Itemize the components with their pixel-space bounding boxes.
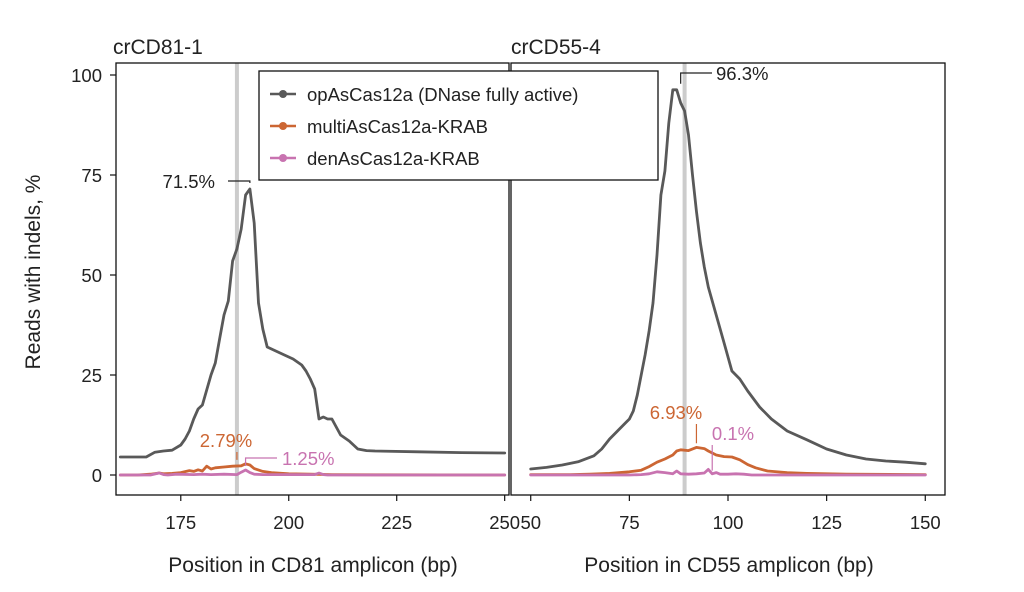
x-axis-label-right: Position in CD55 amplicon (bp) bbox=[584, 554, 873, 577]
x-tick-label: 175 bbox=[165, 512, 196, 533]
annotation-leader bbox=[680, 72, 712, 84]
annotation-label: 96.3% bbox=[716, 63, 768, 84]
annotation-label: 2.79% bbox=[200, 430, 252, 451]
y-tick-label: 25 bbox=[81, 365, 102, 386]
y-axis-label: Reads with indels, % bbox=[22, 175, 45, 370]
legend-marker-den bbox=[279, 154, 287, 162]
x-tick-label: 200 bbox=[273, 512, 304, 533]
legend-label-op: opAsCas12a (DNase fully active) bbox=[307, 84, 578, 105]
legend: opAsCas12a (DNase fully active) multiAsC… bbox=[258, 70, 659, 181]
series-lines bbox=[118, 88, 927, 477]
annotation-leader bbox=[244, 457, 277, 466]
plot-frame-left bbox=[115, 62, 510, 496]
y-tick-label: 0 bbox=[92, 465, 102, 486]
x-tick-label: 225 bbox=[381, 512, 412, 533]
x-tick-label: 100 bbox=[713, 512, 744, 533]
series-line-den bbox=[118, 468, 507, 477]
series-line-multi bbox=[529, 445, 927, 477]
annotation-label: 0.1% bbox=[712, 423, 754, 444]
y-tick-label: 100 bbox=[71, 65, 102, 86]
annotation-label: 1.25% bbox=[282, 448, 334, 469]
x-tick-label: 250 bbox=[489, 512, 520, 533]
series-line-den bbox=[529, 467, 927, 477]
panel-title-right: crCD55-4 bbox=[511, 36, 601, 59]
legend-box bbox=[258, 70, 659, 181]
panel-title-left: crCD81-1 bbox=[113, 36, 203, 59]
legend-marker-multi bbox=[279, 122, 287, 130]
annotations: 71.5% 2.79% 1.25% 96.3% 6.93% 0.1% bbox=[163, 63, 768, 471]
legend-label-den: denAsCas12a-KRAB bbox=[307, 148, 480, 169]
y-tick-label: 50 bbox=[81, 265, 102, 286]
series-line-op bbox=[529, 88, 927, 471]
x-tick-label: 50 bbox=[520, 512, 541, 533]
x-tick-label: 150 bbox=[910, 512, 941, 533]
axis-ticks: 175 200 225 250 0 25 50 75 100 50 75 100 125 150 bbox=[71, 65, 941, 533]
annotation-label: 6.93% bbox=[650, 402, 702, 423]
series-line-op bbox=[118, 187, 507, 459]
y-tick-label: 75 bbox=[81, 165, 102, 186]
annotation-leader bbox=[228, 180, 251, 183]
legend-label-multi: multiAsCas12a-KRAB bbox=[307, 116, 488, 137]
x-tick-label: 75 bbox=[619, 512, 640, 533]
annotation-label: 71.5% bbox=[163, 171, 215, 192]
legend-marker-op bbox=[279, 90, 287, 98]
x-axis-label-left: Position in CD81 amplicon (bp) bbox=[168, 554, 457, 577]
x-tick-label: 125 bbox=[811, 512, 842, 533]
